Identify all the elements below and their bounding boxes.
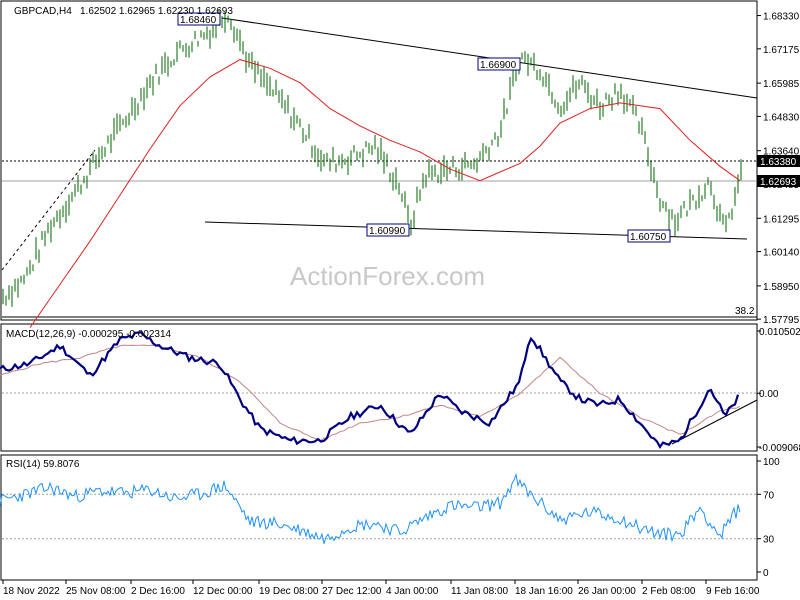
time-axis-label: 12 Dec 00:00 <box>193 586 253 597</box>
label-low-160990: 1.60990 <box>366 223 410 237</box>
current-price-tag-text: 1.62693 <box>760 177 797 188</box>
price-axis-label: 1.63640 <box>763 147 800 158</box>
watermark: ActionForex.com <box>290 261 485 291</box>
rsi-axis-label: 30 <box>763 535 775 546</box>
macd-axis-label: 0.00 <box>759 389 779 400</box>
rsi-axis-label: 0 <box>763 568 769 579</box>
price-bars <box>2 9 742 307</box>
fib-38-label: 38.2 <box>735 306 755 317</box>
price-axis-label: 1.68330 <box>763 12 800 23</box>
price-axis: 1.683301.671751.659851.648301.636401.624… <box>757 12 800 326</box>
time-axis-label: 2 Dec 16:00 <box>131 586 185 597</box>
time-axis-label: 2 Feb 08:00 <box>642 586 696 597</box>
rsi-line <box>0 472 741 544</box>
price-axis-label: 1.57795 <box>763 315 800 326</box>
time-axis-label: 11 Jan 08:00 <box>451 586 509 597</box>
time-axis-label: 27 Dec 12:00 <box>322 586 382 597</box>
label-high-166900: 1.66900 <box>477 57 521 71</box>
price-axis-label: 1.61295 <box>763 214 800 225</box>
rsi-header: RSI(14) 59.8076 <box>6 459 80 470</box>
macd-axis-label: -0.009068 <box>759 443 800 454</box>
rsi-gridlines <box>2 493 757 540</box>
label-low-160750-text: 1.60750 <box>630 232 667 243</box>
time-axis-label: 18 Jan 16:00 <box>515 586 573 597</box>
resistance-price-tag-text: 1.63380 <box>760 157 797 168</box>
time-axis-label: 25 Nov 08:00 <box>66 586 126 597</box>
macd-panel-frame <box>0 323 758 452</box>
rsi-axis: 100 70 30 0 <box>757 457 780 579</box>
ohlc-values: 1.62502 1.62965 1.62230 1.62693 <box>80 6 233 17</box>
time-axis-label: 19 Dec 08:00 <box>259 586 319 597</box>
macd-axis: 0.010502 0.00 -0.009068 <box>757 327 800 454</box>
rising-trendline <box>1 149 96 271</box>
macd-axis-label: 0.010502 <box>759 327 800 338</box>
label-high-166900-text: 1.66900 <box>480 60 517 71</box>
time-axis-label: 4 Jan 00:00 <box>386 586 439 597</box>
rsi-axis-label: 100 <box>763 457 780 468</box>
label-low-160750: 1.60750 <box>627 229 671 243</box>
macd-line <box>0 331 740 449</box>
label-high-168460-text: 1.68460 <box>180 15 217 26</box>
time-axis-label: 26 Jan 00:00 <box>578 586 636 597</box>
time-axis: 18 Nov 2022 25 Nov 08:00 2 Dec 16:00 12 Dec… <box>2 580 760 597</box>
time-axis-label: 18 Nov 2022 <box>3 586 60 597</box>
rsi-axis-label: 70 <box>763 490 775 501</box>
time-axis-label: 9 Feb 16:00 <box>706 586 760 597</box>
resistance-price-tag: 1.63380 <box>757 155 800 168</box>
label-high-168460: 1.68460 <box>177 12 221 26</box>
price-axis-label: 1.64830 <box>763 112 800 123</box>
current-price-tag: 1.62693 <box>757 175 800 188</box>
rsi-panel-frame <box>0 454 758 581</box>
macd-trendline <box>671 399 758 445</box>
macd-header: MACD(12,26,9) -0.000295 -0.002314 <box>6 329 172 340</box>
symbol-label: GBPCAD,H4 <box>14 6 72 17</box>
label-low-160990-text: 1.60990 <box>369 226 406 237</box>
price-axis-label: 1.67175 <box>763 45 800 56</box>
moving-average-line <box>29 59 741 328</box>
price-axis-label: 1.60140 <box>763 248 800 259</box>
price-panel-header: GBPCAD,H4 1.62502 1.62965 1.62230 1.6269… <box>14 6 233 17</box>
price-axis-label: 1.58950 <box>763 282 800 293</box>
price-axis-label: 1.65985 <box>763 79 800 90</box>
